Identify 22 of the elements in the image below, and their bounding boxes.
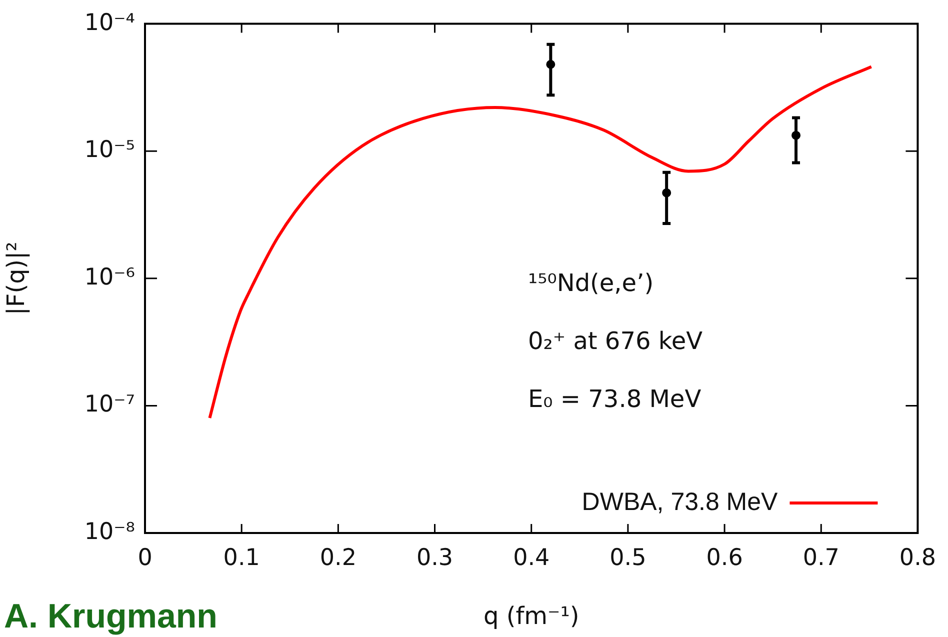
x-tick-label: 0.8 [899,544,936,571]
y-tick-label: 10⁻⁶ [84,264,135,290]
x-tick-label: 0.2 [320,544,356,571]
y-tick-label: 10⁻⁴ [84,10,135,36]
x-axis-title: q (fm⁻¹) [483,602,580,630]
y-tick-label: 10⁻⁷ [84,392,135,418]
annotation: ¹⁵⁰Nd(e,e’) [528,269,654,298]
x-tick-label: 0 [138,544,152,571]
x-tick-label: 0.1 [223,544,260,571]
line-series [208,65,873,420]
annotation: 0₂⁺ at 676 keV [528,327,704,356]
text: A. Krugmann [4,597,218,636]
x-tick-label: 0.3 [416,544,454,571]
y-tick-label: 10⁻⁸ [84,518,135,545]
legend-label: DWBA, 73.8 MeV [582,488,778,516]
annotation: E₀ = 73.8 MeV [528,385,702,414]
x-tick-label: 0.7 [802,544,840,571]
x-tick-label: 0.6 [706,544,743,571]
x-tick-label: 0.4 [513,544,550,571]
y-axis-title: |F(q)|² [2,242,30,316]
y-tick-label: 10⁻⁵ [84,137,135,164]
x-tick-label: 0.5 [610,544,646,571]
